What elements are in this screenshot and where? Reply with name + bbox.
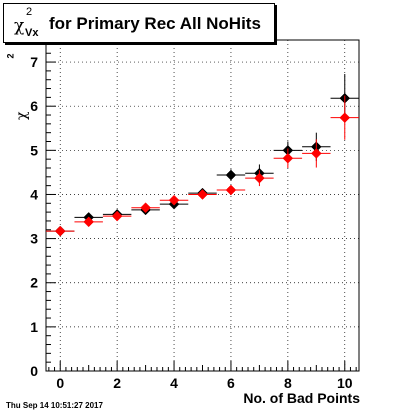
data-point-diamond xyxy=(282,152,294,164)
y-axis-label: χ 2 xyxy=(5,50,30,120)
y-tick-label: 0 xyxy=(30,363,38,379)
data-point-diamond xyxy=(339,112,351,124)
axis-ticks xyxy=(46,43,357,372)
x-tick-label: 8 xyxy=(284,375,292,391)
data-point-diamond xyxy=(111,210,123,222)
data-point-diamond xyxy=(254,172,265,184)
y-tick-label: 3 xyxy=(30,231,38,247)
x-tick-label: 10 xyxy=(337,375,353,391)
data-point-diamond xyxy=(140,202,151,214)
y-axis-chi-symbol: χ xyxy=(14,111,30,120)
y-tick-label: 6 xyxy=(30,98,38,114)
title-chi-symbol: χ xyxy=(14,16,25,36)
x-axis-label: No. of Bad Points xyxy=(243,390,360,406)
data-point-diamond xyxy=(83,216,95,228)
data-point-diamond xyxy=(54,225,66,237)
x-tick-label: 6 xyxy=(227,375,235,391)
y-tick-label: 2 xyxy=(30,275,38,291)
timestamp: Thu Sep 14 10:51:27 2017 xyxy=(6,401,103,410)
data-point-diamond xyxy=(225,184,237,196)
y-axis-superscript: 2 xyxy=(5,53,16,59)
y-tick-label: 4 xyxy=(30,186,38,202)
title-subscript: Vx xyxy=(25,27,39,39)
chart-title: χ 2 Vx for Primary Rec All NoHits xyxy=(3,3,275,43)
title-text: for Primary Rec All NoHits xyxy=(49,14,261,33)
data-point-diamond xyxy=(225,169,237,181)
x-tick-label: 0 xyxy=(56,375,64,391)
y-tick-label: 5 xyxy=(30,142,38,158)
data-point-diamond xyxy=(310,148,322,159)
data-points xyxy=(46,73,359,237)
y-tick-label: 1 xyxy=(30,319,38,335)
data-point-diamond xyxy=(197,189,208,200)
plot-frame xyxy=(45,39,360,372)
title-superscript: 2 xyxy=(26,6,33,18)
y-tick-label: 7 xyxy=(30,54,38,70)
data-point-diamond xyxy=(168,194,180,206)
tick-labels: 0 2 4 6 8 10 0 1 2 3 4 5 6 7 xyxy=(30,54,353,391)
x-tick-label: 2 xyxy=(113,375,121,391)
x-tick-label: 4 xyxy=(170,375,178,391)
